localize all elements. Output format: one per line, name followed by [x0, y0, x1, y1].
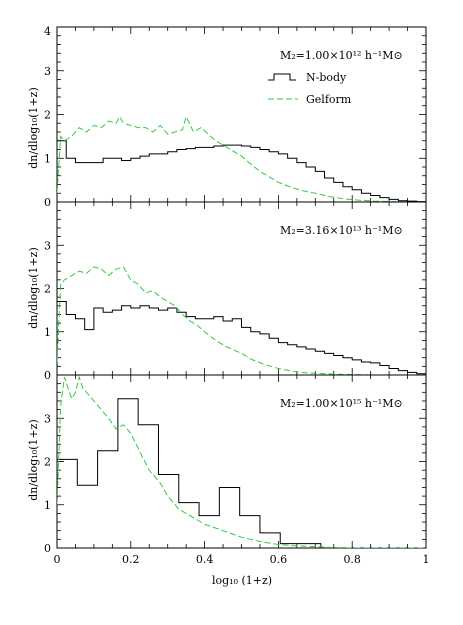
- x-tick-label: 0.4: [196, 553, 214, 566]
- series-line-gelform: [57, 115, 426, 202]
- x-tick-label: 0: [54, 553, 61, 566]
- x-tick-label: 0.8: [343, 553, 361, 566]
- y-tick-label: 1: [44, 499, 51, 512]
- legend-swatch-nbody: [268, 73, 296, 81]
- series-line-gelform: [57, 375, 426, 548]
- x-axis-label: log₁₀ (1+z): [212, 574, 272, 587]
- panel-annotation: M₂=3.16×10¹³ h⁻¹M⊙: [280, 224, 403, 237]
- y-tick-label: 2: [44, 456, 51, 469]
- y-tick-label: 1: [44, 326, 51, 339]
- series-group: [57, 115, 426, 202]
- legend-label-nbody: N-body: [306, 71, 347, 84]
- y-axis-label-panel-2: dn/dlog₁₀(1+z): [27, 247, 40, 328]
- y-axis-label-panel-3: dn/dlog₁₀(1+z): [27, 419, 40, 500]
- panel-1: 0 1 2 3 4 M₂=1.00×10¹² h⁻¹M⊙ N-body Gelform: [44, 25, 427, 209]
- y-tick-label: 4: [44, 25, 51, 38]
- y-tick-label: 1: [44, 152, 51, 165]
- panels-group: 0 1 2 3 4 M₂=1.00×10¹² h⁻¹M⊙ N-body Gelform 0 1 2 3…: [44, 25, 430, 566]
- y-tick-label: 3: [44, 65, 51, 78]
- y-tick-label: 3: [44, 412, 51, 425]
- legend: N-body Gelform: [268, 71, 352, 106]
- panel-3: 0 1 2 3 0 0.2 0.4 0.6 0.8 1 M₂=1.00×10¹⁵ h⁻¹M⊙: [44, 374, 430, 566]
- series-line-nbody: [57, 398, 342, 548]
- y-tick-label: 2: [44, 109, 51, 122]
- series-line-gelform: [57, 266, 426, 375]
- panel-annotation: M₂=1.00×10¹⁵ h⁻¹M⊙: [280, 397, 403, 410]
- y-tick-label: 0: [44, 196, 51, 209]
- y-axis-label-panel-1: dn/dlog₁₀(1+z): [27, 87, 40, 168]
- series-group: [57, 375, 426, 548]
- y-tick-label: 2: [44, 283, 51, 296]
- y-tick-label: 0: [44, 542, 51, 555]
- series-line-nbody: [57, 300, 426, 375]
- y-tick-label: 0: [44, 369, 51, 382]
- legend-label-gelform: Gelform: [306, 93, 352, 106]
- y-tick-label: 3: [44, 239, 51, 252]
- x-tick-label: 0.2: [122, 553, 140, 566]
- series-group: [57, 266, 426, 375]
- panel-annotation: M₂=1.00×10¹² h⁻¹M⊙: [280, 49, 403, 62]
- x-tick-label: 1: [423, 553, 430, 566]
- panel-2: 0 1 2 3 M₂=3.16×10¹³ h⁻¹M⊙: [44, 201, 427, 382]
- series-line-nbody: [57, 140, 426, 202]
- x-tick-label: 0.6: [270, 553, 288, 566]
